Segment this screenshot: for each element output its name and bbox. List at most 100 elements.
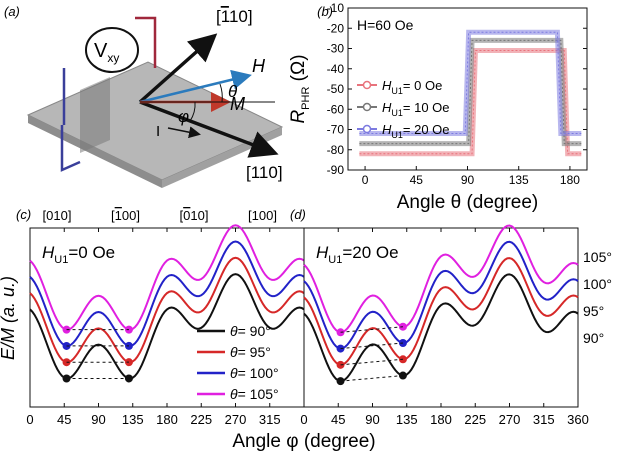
panel-c-xtick-label: 315	[259, 412, 281, 427]
panel-d-end-label-0: 105°	[583, 249, 612, 265]
hall-bar-cross	[80, 77, 110, 153]
panel-d-min-link-3	[340, 326, 403, 333]
axis-110-arrow	[139, 100, 279, 158]
panel-b-ytick-label: -20	[327, 21, 345, 35]
panel-b-xtick-label: 0	[362, 173, 369, 187]
panel-b-ytick-label: -40	[327, 62, 345, 76]
panel-c-label: (c)	[16, 207, 31, 222]
panel-c-xtick-label: 0	[26, 412, 33, 427]
panel-b-legend-label-2: HU1= 20 Oe	[382, 122, 450, 140]
panel-c-curve-0	[29, 273, 305, 380]
panel-b-series-markers-1	[359, 39, 582, 145]
panel-d-xtick-label: 45	[331, 412, 345, 427]
wire-red	[135, 16, 157, 68]
phi-label: φ	[178, 107, 189, 126]
panel-d-xtick-label: 90	[365, 412, 379, 427]
panel-d-curve-2	[303, 240, 579, 350]
panel-b-legend-marker-1	[362, 102, 372, 112]
panel-b-annotation: H=60 Oe	[357, 17, 414, 33]
panel-b-ytick-label: -60	[327, 102, 345, 116]
panel-d-curve-1	[303, 257, 579, 366]
panel-c-top-tick-label-1: [100]	[111, 208, 140, 223]
panel-b-chart: -90 -80 -70 -60 -50 -40 -30 -20 -10 0 45 90 135 180 (b…	[288, 1, 588, 213]
panel-b-xtick-label: 135	[509, 173, 529, 187]
current-arrow	[167, 126, 201, 139]
panel-d-annotation: HU1=20 Oe	[316, 243, 399, 266]
panel-d-xtick-label: 225	[464, 412, 486, 427]
panel-c-legend-label-2: θ= 100°	[230, 365, 279, 381]
panel-b-legend-marker-2	[362, 124, 372, 134]
field-arrow	[139, 69, 252, 104]
film-slab-top	[26, 61, 284, 181]
panel-b-ytick-label: -80	[327, 143, 345, 157]
panel-cd-xlabel: Angle φ (degree)	[232, 431, 375, 452]
voltmeter	[85, 27, 139, 73]
axis-110-label: [110]	[246, 163, 283, 182]
panel-b-legend-marker-0	[362, 80, 372, 90]
panel-d-label: (d)	[290, 207, 306, 222]
panel-c-xtick-label: 225	[190, 412, 212, 427]
panel-c-xtick-label: 180	[156, 412, 178, 427]
panel-c-xtick-label: 135	[122, 412, 144, 427]
axis-110-bar-arrow	[138, 33, 218, 104]
panel-c-xtick-label: 270	[225, 412, 247, 427]
panel-b-legend-label-1: HU1= 10 Oe	[382, 100, 450, 118]
panel-a-schematic: (a) Vxy [110] [110] H M θ φ I	[4, 4, 284, 188]
panel-b-xlabel: Angle θ (degree)	[397, 192, 539, 213]
phi-arc	[189, 101, 196, 122]
panel-d-min-link-1	[340, 358, 403, 366]
theta-arc	[219, 83, 223, 103]
panel-d-curve-3	[303, 224, 579, 334]
panel-d-curve-0	[303, 273, 579, 383]
magnetization-label: M	[230, 94, 245, 114]
current-label: I	[156, 123, 160, 140]
field-label: H	[252, 56, 266, 76]
voltmeter-label: Vxy	[94, 40, 119, 65]
panel-c-top-tick-label-3: [100]	[248, 208, 277, 223]
voltage-subscript: xy	[107, 51, 119, 65]
panel-b-ytick-label: -10	[327, 1, 345, 15]
panel-b-legend-label-0: HU1= 0 Oe	[382, 78, 442, 96]
panel-b-ytick-label: -50	[327, 82, 345, 96]
panel-b-ylabel: RPHR (Ω)	[288, 54, 312, 123]
panel-b-xtick-label: 180	[560, 173, 580, 187]
voltage-symbol: V	[94, 40, 108, 62]
panel-b-xtick-label: 45	[410, 173, 424, 187]
panel-d-xtick-label: 315	[533, 412, 555, 427]
panel-d-min-link-2	[340, 342, 403, 350]
panel-d-xtick-label: 180	[430, 412, 452, 427]
panel-b-series-markers-0	[359, 50, 582, 155]
panel-d-xtick-label: 360	[567, 412, 589, 427]
panel-c-curve-1	[29, 256, 305, 364]
panel-c-top-tick-label-2: [010]	[180, 208, 209, 223]
theta-label: θ	[228, 82, 238, 101]
panel-c-curve-3	[29, 224, 305, 331]
panel-d-xtick-label: 270	[499, 412, 521, 427]
panel-c-legend-label-0: θ= 90°	[230, 323, 271, 339]
panel-c-legend-label-1: θ= 95°	[230, 344, 271, 360]
panel-c-annotation: HU1=0 Oe	[42, 243, 115, 266]
panel-b-ytick-label: -30	[327, 42, 345, 56]
panel-d-xtick-label: 0	[300, 412, 307, 427]
panel-b-ytick-label: -70	[327, 123, 345, 137]
panel-cd-ylabel: E/M (a. u.)	[0, 276, 18, 360]
panel-d-min-link-0	[340, 375, 403, 382]
panel-d-xtick-label: 135	[396, 412, 418, 427]
panel-c-legend-label-3: θ= 105°	[230, 386, 279, 402]
axis-110-bar-label: [110]	[216, 7, 253, 26]
panel-c-top-tick-label-0: [010]	[43, 208, 72, 223]
panel-c-curve-2	[29, 240, 305, 347]
panel-b-xtick-label: 90	[461, 173, 475, 187]
wire-blue	[60, 125, 81, 172]
panel-b-ytick-label: -90	[327, 163, 345, 177]
panel-c-xtick-label: 45	[57, 412, 71, 427]
panel-b-label: (b)	[317, 4, 333, 19]
panel-b-series-markers-2	[359, 31, 582, 135]
panel-d-end-label-1: 100°	[583, 276, 612, 292]
panel-d-end-label-3: 90°	[583, 330, 604, 346]
panel-c-xtick-label: 90	[91, 412, 105, 427]
panel-d-end-label-2: 95°	[583, 303, 604, 319]
panel-cd-chart: 0 45 90 135 180 225 270 315 (c) HU1=0 Oe 0 45 90 135 1…	[0, 207, 612, 452]
panel-a-label: (a)	[4, 4, 20, 19]
